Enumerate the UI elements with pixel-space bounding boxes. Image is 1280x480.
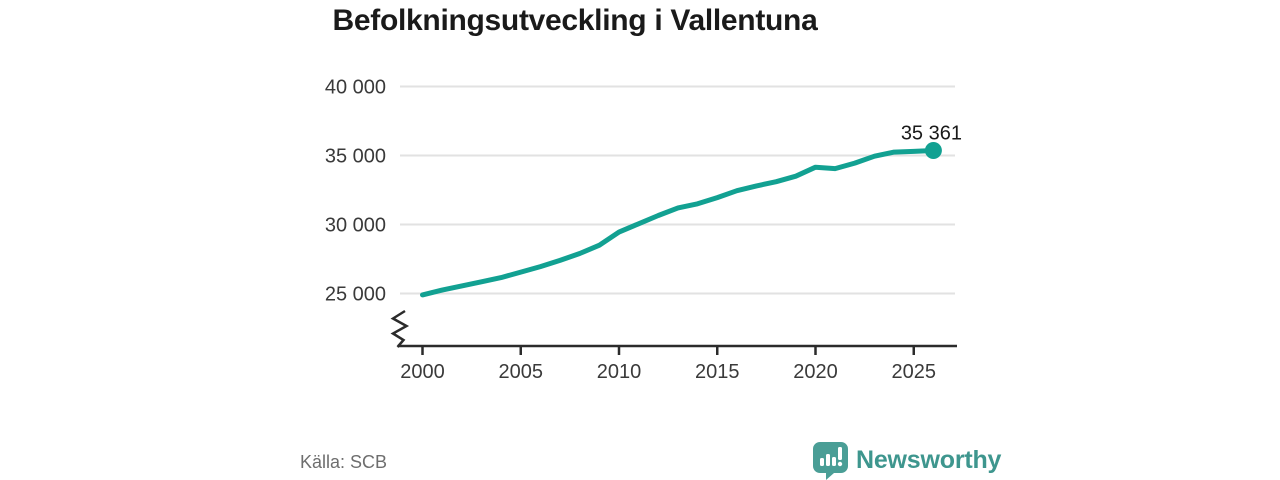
end-point-dot [924,142,942,160]
end-value-label: 35 361 [901,123,962,145]
axis-break-icon [390,309,410,348]
newsworthy-logo-icon [813,442,848,480]
x-tick-label: 2005 [499,361,544,383]
x-tick-label: 2025 [892,361,937,383]
newsworthy-wordmark: Newsworthy [856,446,1002,474]
x-tick-label: 2000 [400,361,445,383]
bar-chart-glyph [820,447,843,467]
population-line [420,148,936,298]
newsworthy-logo: Newsworthy [812,441,1001,480]
x-tick-label: 2010 [597,361,642,383]
chart-title: Befolkningsutveckling i Vallentuna [332,4,818,37]
speech-bubble-shape [813,442,848,480]
y-tick-label: 30 000 [325,215,386,237]
y-tick-label: 25 000 [325,284,386,306]
x-tick-label: 2015 [695,361,740,383]
source-label: Källa: SCB [300,452,388,472]
x-tick-label: 2020 [793,361,838,383]
y-tick-label: 40 000 [325,77,386,99]
y-tick-label: 35 000 [325,146,386,168]
